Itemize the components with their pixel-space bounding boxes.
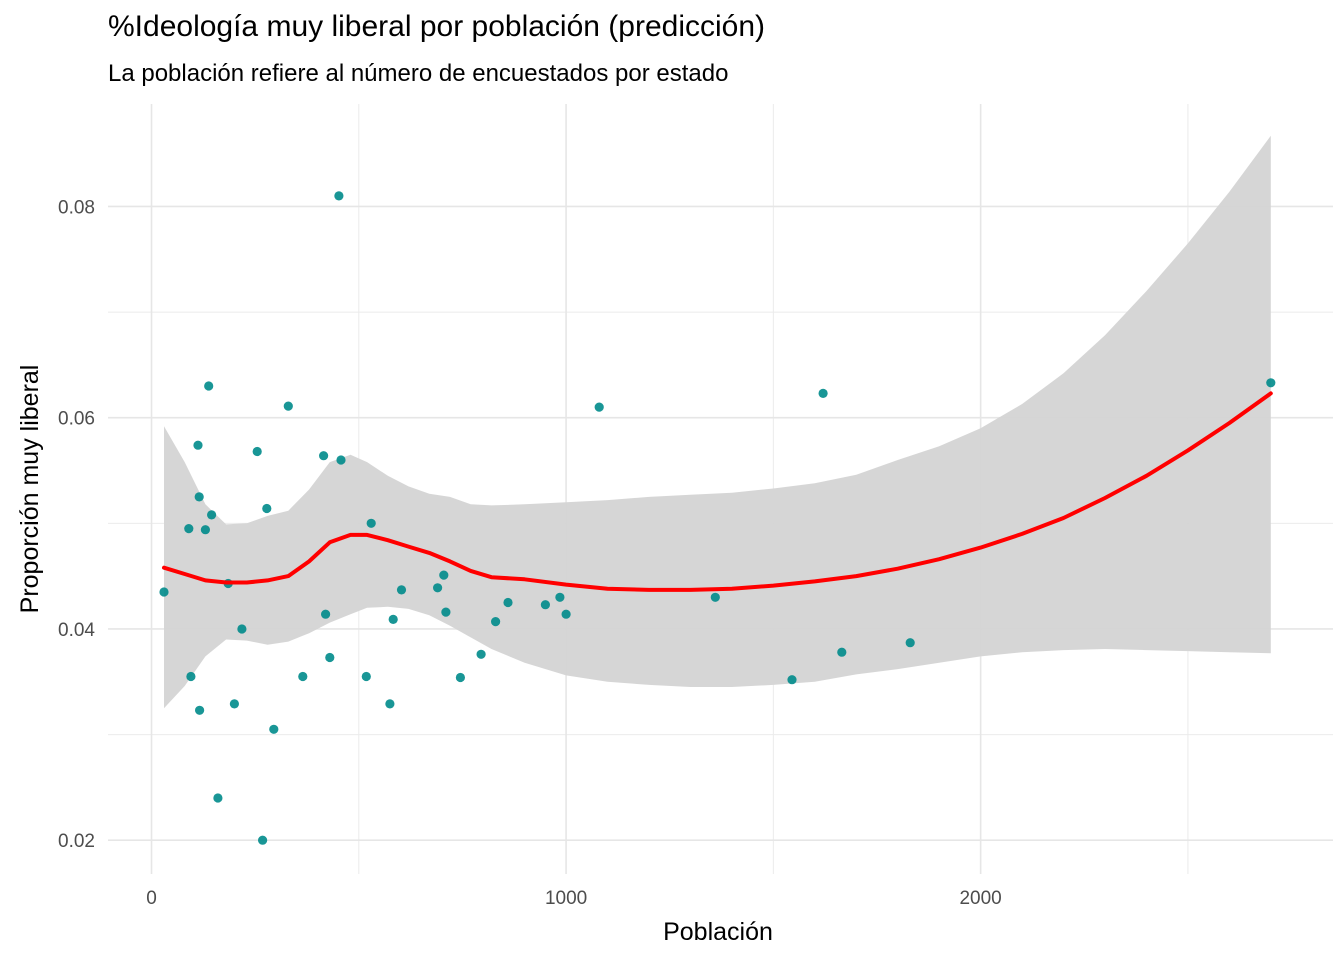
data-point xyxy=(555,592,565,602)
data-point xyxy=(186,671,196,682)
data-point xyxy=(439,570,449,580)
data-point xyxy=(269,724,279,734)
data-point xyxy=(455,672,465,683)
data-point xyxy=(336,455,346,465)
confidence-band xyxy=(164,135,1271,709)
data-point xyxy=(258,835,268,845)
y-tick-label: 0.02 xyxy=(58,831,95,852)
data-point xyxy=(837,647,847,657)
x-axis-ticks: 0 1000 2000 xyxy=(146,888,1002,909)
data-point xyxy=(361,671,371,682)
data-point xyxy=(594,402,604,412)
data-point xyxy=(476,649,486,659)
data-point xyxy=(710,592,720,602)
data-point xyxy=(229,699,239,709)
y-tick-label: 0.06 xyxy=(58,409,95,430)
data-point xyxy=(283,401,293,411)
y-axis-ticks: 0.02 0.04 0.06 0.08 xyxy=(58,197,95,852)
data-point xyxy=(385,699,395,709)
x-tick-label: 0 xyxy=(146,888,157,909)
data-point xyxy=(396,585,407,595)
data-point xyxy=(213,793,223,803)
data-point xyxy=(388,614,398,625)
data-points-layer xyxy=(159,191,1276,845)
data-point xyxy=(441,607,451,617)
data-point xyxy=(503,597,513,608)
data-point xyxy=(262,503,272,514)
data-point xyxy=(1266,378,1276,388)
data-point xyxy=(193,440,203,450)
data-point xyxy=(194,492,204,502)
data-point xyxy=(540,600,551,610)
data-point xyxy=(818,388,828,398)
chart-subtitle: La población refiere al número de encues… xyxy=(108,60,729,87)
data-point xyxy=(195,705,205,715)
x-axis-title: Población xyxy=(663,918,773,946)
smooth-line-layer xyxy=(162,391,1273,592)
y-tick-label: 0.08 xyxy=(58,197,95,218)
x-tick-label: 1000 xyxy=(545,888,587,909)
data-point xyxy=(207,510,217,520)
data-point xyxy=(787,675,797,685)
data-point xyxy=(334,191,344,201)
data-point xyxy=(366,518,376,528)
data-point xyxy=(325,652,335,663)
data-point xyxy=(491,617,501,627)
data-point xyxy=(200,525,210,535)
data-point xyxy=(319,451,329,461)
data-point xyxy=(321,609,331,619)
smooth-line xyxy=(162,391,1273,592)
data-point xyxy=(905,638,915,648)
y-tick-label: 0.04 xyxy=(58,620,95,641)
y-axis-title: Proporción muy liberal xyxy=(16,365,44,614)
data-point xyxy=(159,587,169,597)
chart-title: %Ideología muy liberal por población (pr… xyxy=(108,10,766,43)
data-point xyxy=(204,381,214,391)
data-point xyxy=(237,624,247,634)
data-point xyxy=(252,446,262,457)
data-point xyxy=(561,609,571,619)
data-point xyxy=(298,671,308,682)
data-point xyxy=(184,524,194,534)
data-point xyxy=(433,583,443,593)
x-tick-label: 2000 xyxy=(959,888,1001,909)
confidence-band-layer xyxy=(164,135,1271,709)
